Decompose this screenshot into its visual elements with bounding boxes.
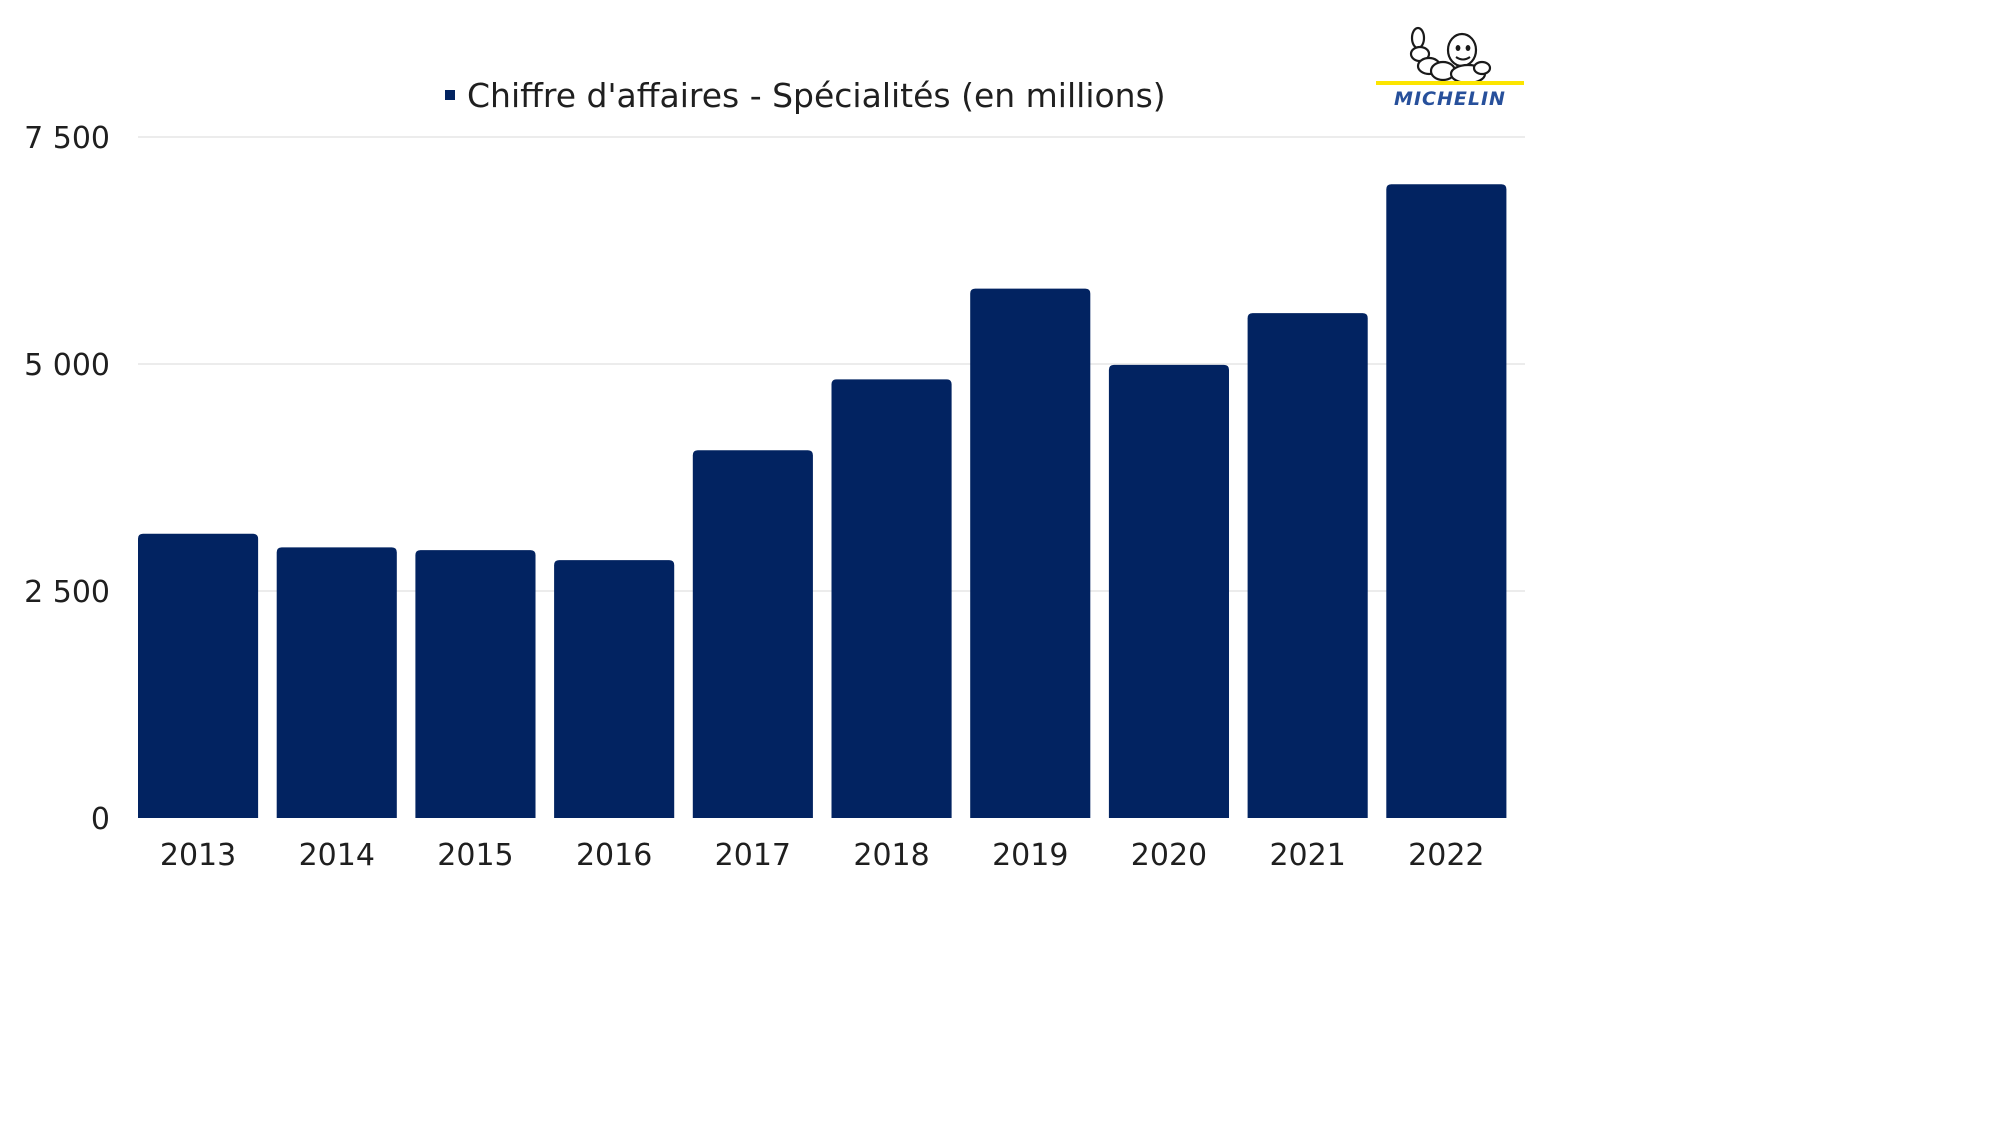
- bar-2017: [692, 450, 813, 818]
- x-tick-label: 2013: [160, 838, 236, 873]
- legend-swatch: [445, 90, 455, 100]
- y-tick-label: 5 000: [24, 348, 110, 383]
- x-tick-label: 2015: [437, 838, 513, 873]
- x-tick-label: 2022: [1408, 838, 1484, 873]
- y-tick-label: 2 500: [24, 575, 110, 610]
- michelin-man-icon: [1376, 26, 1524, 85]
- bar-2019: [970, 288, 1091, 818]
- michelin-wordmark: MICHELIN: [1394, 88, 1506, 110]
- x-tick-label: 2017: [715, 838, 791, 873]
- x-tick-label: 2020: [1131, 838, 1207, 873]
- bar-2014: [276, 547, 397, 818]
- y-axis: 0 2 500 5 000 7 500: [24, 121, 110, 837]
- legend-label: Chiffre d'affaires - Spécialités (en mil…: [467, 75, 1166, 115]
- y-tick-label: 7 500: [24, 121, 110, 156]
- bar-2015: [415, 550, 536, 818]
- bar-2018: [831, 379, 952, 818]
- bar-2020: [1108, 364, 1230, 818]
- x-tick-label: 2018: [853, 838, 929, 873]
- bar-2013: [138, 533, 259, 818]
- y-tick-label: 0: [91, 802, 110, 837]
- bar-2016: [554, 560, 675, 818]
- x-tick-label: 2019: [992, 838, 1068, 873]
- legend: Chiffre d'affaires - Spécialités (en mil…: [445, 70, 1166, 120]
- x-tick-label: 2016: [576, 838, 652, 873]
- bar-2022: [1386, 184, 1507, 818]
- x-tick-label: 2014: [299, 838, 375, 873]
- bars: [138, 184, 1507, 818]
- bar-2021: [1247, 313, 1368, 818]
- x-tick-label: 2021: [1269, 838, 1345, 873]
- x-axis: 2013 2014 2015 2016 2017 2018 2019 2020 2021 2022: [160, 838, 1485, 873]
- michelin-logo: MICHELIN: [1376, 24, 1526, 110]
